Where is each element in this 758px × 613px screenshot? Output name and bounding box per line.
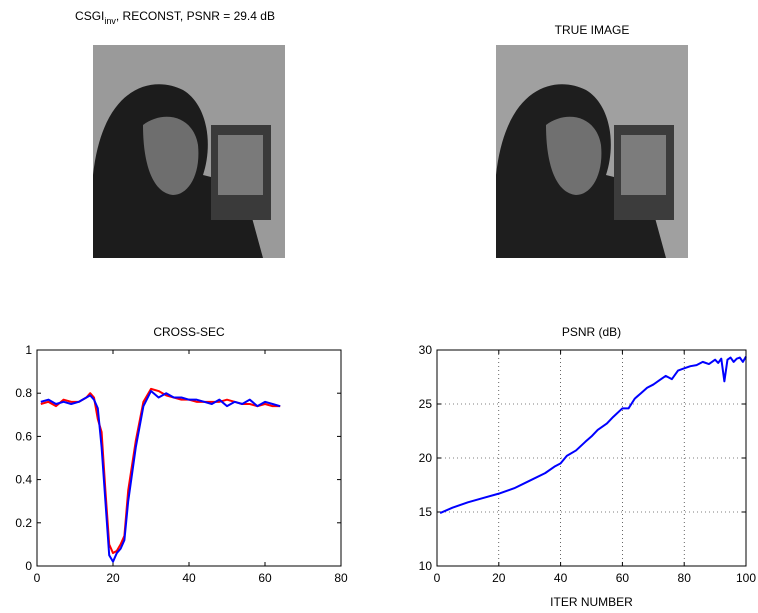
x-tick-label: 20 [106, 571, 120, 585]
title-part: CSGI [75, 9, 104, 23]
y-tick-label: 0.4 [15, 473, 32, 487]
y-tick-label: 0.8 [15, 386, 32, 400]
y-tick-label: 30 [419, 343, 433, 357]
x-tick-label: 60 [616, 571, 630, 585]
x-tick-label: 0 [434, 571, 441, 585]
x-axis-label: ITER NUMBER [550, 595, 633, 609]
y-tick-label: 20 [419, 451, 433, 465]
chart-title: PSNR (dB) [562, 325, 621, 339]
data-line [40, 390, 281, 563]
y-tick-label: 0.6 [15, 429, 32, 443]
x-tick-label: 0 [34, 571, 41, 585]
y-tick-label: 10 [419, 559, 433, 573]
x-tick-label: 60 [258, 571, 272, 585]
x-tick-label: 20 [492, 571, 506, 585]
y-tick-label: 15 [419, 505, 433, 519]
reconstructed-image [93, 45, 285, 258]
image-face [546, 116, 602, 195]
data-line [439, 355, 747, 514]
x-tick-label: 100 [736, 571, 756, 585]
chart-title: CROSS-SEC [153, 325, 225, 339]
title-subscript: inv [104, 16, 116, 26]
image-camera [218, 135, 263, 195]
axes-box [436, 349, 747, 567]
axes-box [36, 349, 342, 567]
x-tick-label: 80 [678, 571, 692, 585]
y-tick-label: 1 [25, 343, 32, 357]
title-part: , RECONST, PSNR = 29.4 dB [116, 9, 275, 23]
true-image [496, 45, 688, 258]
y-tick-label: 0 [25, 559, 32, 573]
image-title: CSGIinv, RECONST, PSNR = 29.4 dB [75, 9, 275, 26]
plot-area [437, 350, 746, 566]
image-title: TRUE IMAGE [555, 23, 630, 37]
x-tick-label: 40 [554, 571, 568, 585]
y-tick-label: 25 [419, 397, 433, 411]
x-tick-label: 40 [182, 571, 196, 585]
x-tick-label: 80 [334, 571, 348, 585]
image-face [143, 116, 199, 195]
y-tick-label: 0.2 [15, 516, 32, 530]
image-camera [621, 135, 666, 195]
plot-area [37, 350, 341, 566]
